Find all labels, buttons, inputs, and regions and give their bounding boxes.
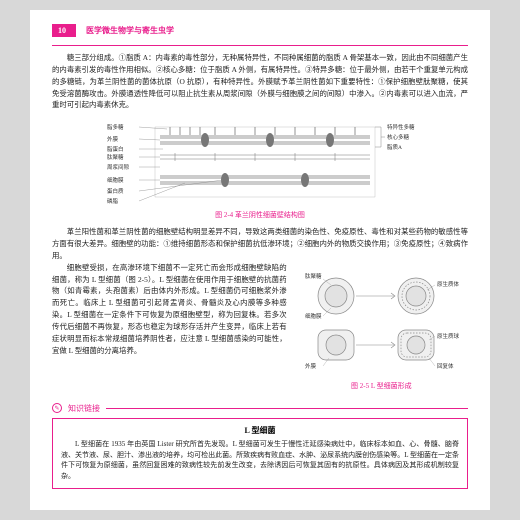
box-title: L 型细菌: [61, 425, 459, 436]
knowledge-link-label: 知识链接: [68, 403, 100, 414]
box-text: L 型细菌在 1935 年由英国 Lister 研究所首先发现。L 型细菌可发生…: [61, 439, 459, 482]
figure-2-5-caption: 图 2-5 L 型细菌形成: [295, 381, 468, 391]
paragraph-1: 糖三部分组成。①脂质 A：内毒素的毒性部分，无种属特异性，不同种属细菌的脂质 A…: [52, 52, 468, 111]
page: 10 医学微生物学与寄生虫学 糖三部分组成。①脂质 A：内毒素的毒性部分，无种属…: [30, 10, 490, 510]
lbl: 脂多糖: [107, 123, 124, 131]
chapter-title: 医学微生物学与寄生虫学: [86, 25, 174, 36]
lbl: 回复体: [437, 362, 454, 370]
paragraph-3: 细胞壁受损，在高渗环境下细菌不一定死亡而会形成细胞壁缺陷的细菌，称为 L 型细菌…: [52, 262, 287, 357]
figure-2-4-caption: 图 2-4 革兰阴性细菌壁结构图: [52, 210, 468, 220]
chapter-tab: 10: [52, 24, 76, 37]
knowledge-box: L 型细菌 L 型细菌在 1935 年由英国 Lister 研究所首先发现。L …: [52, 418, 468, 489]
header-rule: [52, 45, 468, 46]
lbl: 肽聚糖: [305, 272, 322, 280]
lbl: 细胞膜: [107, 176, 124, 184]
lbl: 脂蛋白: [107, 145, 124, 153]
lbl: 细胞膜: [305, 312, 322, 320]
page-header: 10 医学微生物学与寄生虫学: [52, 24, 468, 37]
two-column: 细胞壁受损，在高渗环境下细菌不一定死亡而会形成细胞壁缺陷的细菌，称为 L 型细菌…: [52, 262, 468, 397]
cell-wall-diagram: 脂多糖 外膜 脂蛋白 肽聚糖 周浆间隙 细胞膜 蛋白质 磷脂 特异性多糖 核心多…: [105, 117, 415, 207]
link-rule: [106, 408, 468, 409]
lbl: 肽聚糖: [107, 153, 124, 161]
knowledge-link-header: ✎ 知识链接: [52, 403, 468, 414]
lbl: 核心多糖: [387, 133, 410, 141]
lbl: 特异性多糖: [387, 123, 415, 131]
figure-2-4: 脂多糖 外膜 脂蛋白 肽聚糖 周浆间隙 细胞膜 蛋白质 磷脂 特异性多糖 核心多…: [52, 117, 468, 207]
figure-2-5: 肽聚糖 细胞膜 原生质体 外膜 原生质球 回复体: [295, 268, 468, 378]
lbl: 原生质体: [437, 280, 460, 288]
lbl: 脂质A: [387, 143, 402, 151]
paragraph-2: 革兰阳性菌和革兰阴性菌的细胞壁结构明显差异不同，导致这两类细菌的染色性、免疫原性…: [52, 226, 468, 262]
lbl: 外膜: [107, 135, 119, 143]
lbl: 蛋白质: [107, 187, 124, 195]
lbl: 磷脂: [107, 197, 119, 205]
lbl: 外膜: [305, 362, 317, 370]
l-form-diagram: 肽聚糖 细胞膜 原生质体 外膜 原生质球 回复体: [301, 268, 461, 378]
lbl: 原生质球: [437, 332, 460, 340]
lbl: 周浆间隙: [107, 163, 130, 171]
link-icon: ✎: [52, 403, 62, 413]
